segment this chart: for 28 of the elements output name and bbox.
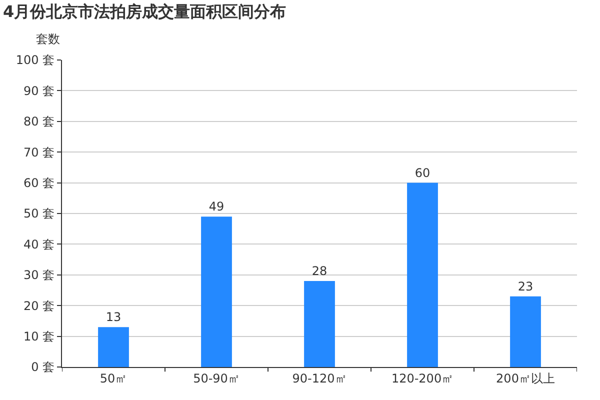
y-tick-label: 90 套 xyxy=(24,84,55,98)
y-axis-title: 套数 xyxy=(36,32,60,46)
data-label: 60 xyxy=(414,166,430,180)
data-label: 13 xyxy=(106,310,122,324)
data-label: 23 xyxy=(518,279,534,294)
x-tick-label: 200㎡以上 xyxy=(496,371,555,386)
bar xyxy=(304,281,335,367)
y-tick-label: 10 套 xyxy=(24,330,55,344)
x-tick-label: 50-90㎡ xyxy=(193,371,240,386)
y-tick-label: 70 套 xyxy=(24,145,55,160)
bar xyxy=(201,216,232,367)
y-tick-label: 40 套 xyxy=(24,237,55,252)
data-label: 49 xyxy=(208,200,224,214)
y-tick-label: 100 套 xyxy=(16,53,55,68)
chart-title: 4月份北京市法拍房成交量面积区间分布 xyxy=(3,2,286,22)
bar xyxy=(407,182,438,367)
x-tick-label: 90-120㎡ xyxy=(292,371,347,386)
y-tick-label: 0 套 xyxy=(31,360,55,374)
x-tick-label: 120-200㎡ xyxy=(391,371,454,386)
bar xyxy=(98,327,129,367)
y-tick-label: 20 套 xyxy=(24,298,55,313)
data-label: 28 xyxy=(312,264,328,278)
y-tick-label: 50 套 xyxy=(24,206,55,221)
bar xyxy=(510,296,541,367)
y-tick-label: 30 套 xyxy=(24,268,55,282)
x-tick-label: 50㎡ xyxy=(100,371,128,386)
y-tick-label: 80 套 xyxy=(24,114,55,129)
y-tick-label: 60 套 xyxy=(24,176,55,190)
